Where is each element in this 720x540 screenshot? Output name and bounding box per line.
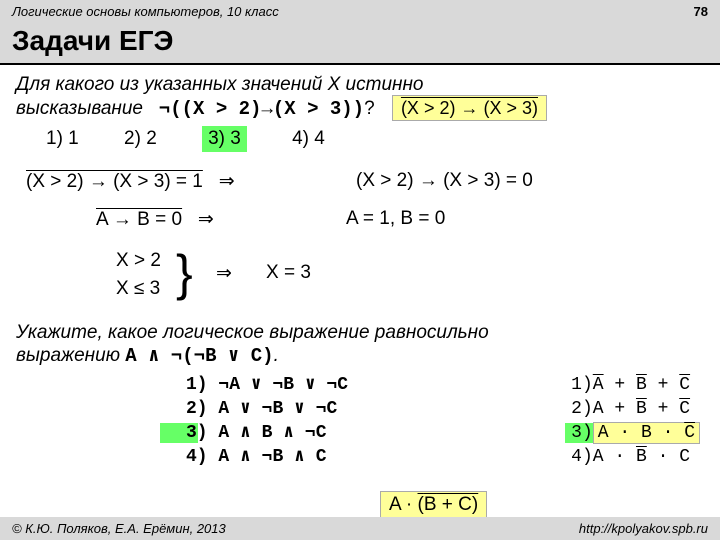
p2-plain-3: 3) A ∧ B ∧ ¬C	[186, 421, 348, 445]
arrow-icon: ⇒	[216, 262, 232, 285]
footer-right: http://kpolyakov.spb.ru	[579, 521, 708, 536]
t: C	[684, 423, 695, 443]
brace-bot: X ≤ 3	[116, 278, 160, 300]
page-number: 78	[694, 4, 708, 19]
p2-line2a: выражению	[16, 345, 125, 366]
brace-top: X > 2	[116, 250, 161, 272]
p2-yellow-mid: A · (B + C)	[380, 491, 487, 519]
header-left: Логические основы компьютеров, 10 класс	[12, 4, 279, 19]
brace-icon: }	[176, 248, 193, 298]
title-bar: Задачи ЕГЭ	[0, 23, 720, 65]
p2-options-row: 1) ¬A ∨ ¬B ∨ ¬C 2) A ∨ ¬B ∨ ¬C 3) A ∧ B …	[16, 373, 704, 470]
math-b-left: A → B = 0 ⇒	[96, 208, 214, 231]
t: A ·	[593, 447, 625, 467]
t: B	[636, 447, 647, 467]
p2-plain-4: 4) A ∧ ¬B ∧ C	[186, 445, 348, 469]
p1-opt2: 2) 2	[124, 128, 157, 150]
arrow-icon: ⇒	[208, 171, 234, 192]
p1-line2a: высказывание	[16, 98, 143, 119]
t: +	[614, 375, 625, 395]
t: +	[658, 375, 669, 395]
p2-dot: .	[274, 345, 279, 366]
content: Для какого из указанных значений X истин…	[0, 65, 720, 478]
math-result: X = 3	[266, 262, 311, 284]
p2-bar-1: 1)A + B + C	[571, 373, 700, 397]
p1-opt4: 4) 4	[292, 128, 325, 150]
p1-opt3: 3) 3	[202, 126, 247, 152]
p2-line1: Укажите, какое логическое выражение равн…	[16, 322, 489, 343]
p1-expr: ¬((X > 2)→(X > 3))	[159, 98, 364, 120]
t: A +	[593, 399, 625, 419]
problem2: Укажите, какое логическое выражение равн…	[16, 322, 704, 367]
p2-bar-3: 3)A · B · C	[571, 421, 700, 445]
t: B	[424, 494, 437, 515]
t: A	[593, 375, 604, 395]
p2-bar-2: 2)A + B + C	[571, 397, 700, 421]
p1-opt1: 1) 1	[46, 128, 79, 150]
t: C	[679, 375, 690, 395]
t: A · B ·	[598, 423, 684, 443]
p1-yellow-text: (X > 2) → (X > 3)	[401, 98, 538, 118]
p2-plain-2: 2) A ∨ ¬B ∨ ¬C	[186, 397, 348, 421]
p2-bar-4: 4)A · B · C	[571, 445, 700, 469]
problem1: Для какого из указанных значений X истин…	[16, 73, 704, 122]
t: +	[658, 399, 669, 419]
p1-yellow-hint: (X > 2) → (X > 3)	[392, 95, 547, 121]
p2-options-bar: 1)A + B + C 2)A + B + C 3)A · B · C 4)A …	[571, 373, 704, 470]
p2-bar3-y: A · B · C	[593, 422, 700, 444]
p2-expr: A ∧ ¬(¬B ∨ C)	[125, 345, 273, 367]
math-b-left-txt: A → B = 0	[96, 209, 182, 230]
footer-left: © К.Ю. Поляков, Е.А. Ерёмин, 2013	[12, 521, 226, 536]
math-a-left: (X > 2) → (X > 3) = 1 ⇒	[26, 170, 235, 193]
math-a-left-txt: (X > 2) → (X > 3) = 1	[26, 171, 203, 192]
t: C	[679, 399, 690, 419]
t: B	[636, 399, 647, 419]
math-a-right: (X > 2) → (X > 3) = 0	[356, 170, 533, 192]
p1-options: 1) 1 2) 2 3) 3 4) 4	[16, 126, 704, 152]
header: Логические основы компьютеров, 10 класс …	[0, 0, 720, 23]
t: (B + C)	[418, 494, 479, 515]
p2-plain-1: 1) ¬A ∨ ¬B ∨ ¬C	[186, 373, 348, 397]
p2-options-plain: 1) ¬A ∨ ¬B ∨ ¬C 2) A ∨ ¬B ∨ ¬C 3) A ∧ B …	[186, 373, 348, 470]
t: B	[636, 375, 647, 395]
arrow-icon: ⇒	[187, 209, 213, 230]
t: · C	[658, 447, 690, 467]
p1-q: ?	[364, 98, 375, 119]
math-derivation: (X > 2) → (X > 3) = 1 ⇒ (X > 2) → (X > 3…	[16, 160, 704, 320]
p1-line1: Для какого из указанных значений X истин…	[16, 74, 424, 95]
page-title: Задачи ЕГЭ	[12, 25, 708, 57]
math-b-right: A = 1, B = 0	[346, 208, 445, 230]
footer: © К.Ю. Поляков, Е.А. Ерёмин, 2013 http:/…	[0, 517, 720, 540]
